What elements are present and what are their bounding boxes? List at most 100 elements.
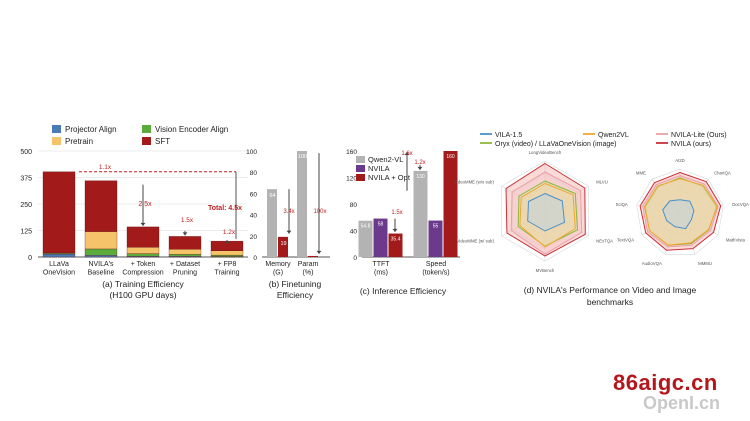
bar-a-2-1 bbox=[126, 253, 160, 257]
ytick-b-60: 60 bbox=[250, 191, 258, 198]
bar-a-1-3 bbox=[84, 180, 118, 232]
annot-a-total: Total: 4.5x bbox=[208, 205, 242, 212]
bar-a-3-2 bbox=[168, 249, 202, 255]
arrow-b-0-head bbox=[286, 230, 292, 234]
annot-a-1: 2.5x bbox=[138, 201, 152, 208]
radar-video-spoke-1 bbox=[544, 185, 589, 212]
ytick-a-250: 250 bbox=[20, 202, 32, 209]
radar-video-spoke-5 bbox=[501, 185, 546, 212]
arrow-c-0-head bbox=[404, 152, 410, 155]
bar-a-2-2 bbox=[126, 247, 160, 254]
radar-video-axis-label-3: MVBench bbox=[536, 268, 555, 273]
annot-c-0: 1.6x bbox=[401, 151, 412, 157]
legend-label-c-1: NVILA bbox=[368, 164, 390, 173]
title-d: (d) NVILA's Performance on Video and Ima… bbox=[524, 285, 697, 295]
ytick-a-0: 0 bbox=[28, 255, 32, 262]
annot-c-2: 1.2x bbox=[414, 160, 425, 166]
bar-a-3-3 bbox=[168, 236, 202, 250]
annot-a-3: 1.2x bbox=[223, 229, 236, 236]
ytick-a-500: 500 bbox=[20, 149, 32, 156]
radar-video-axis-label-0: LongVideoBench bbox=[529, 150, 562, 155]
subtitle-b: Efficiency bbox=[277, 290, 314, 300]
xlabel-b-0-0: Memory bbox=[265, 261, 291, 268]
title-a: (a) Training Efficiency bbox=[102, 279, 184, 289]
subtitle-a: (H100 GPU days) bbox=[109, 290, 176, 300]
radar-image-series-0 bbox=[662, 199, 695, 230]
arrow-b-1-head bbox=[316, 250, 322, 254]
legend-label-d-3: Oryx (video) / LLaVaOneVision (image) bbox=[495, 141, 617, 148]
radar-image-spoke-3 bbox=[679, 212, 719, 236]
xlabel-a-0-1: OneVision bbox=[43, 270, 75, 277]
annot-a-2: 1.5x bbox=[181, 217, 194, 224]
legend-label-d-0: VILA-1.5 bbox=[495, 132, 522, 139]
value-b-2: 100 bbox=[298, 154, 307, 160]
legend-swatch-a-2 bbox=[52, 137, 61, 145]
bar-a-0-3 bbox=[42, 171, 76, 253]
radar-video-axis-label-4: VideoMME (w/ sub) bbox=[456, 239, 494, 244]
radar-image-axis-label-2: DocVQA bbox=[732, 202, 749, 207]
radar-image-series-2 bbox=[642, 175, 719, 248]
radar-image-axis-label-1: ChartQA bbox=[714, 170, 731, 175]
watermark-86aigc: 86aigc.cn bbox=[613, 370, 718, 395]
radar-image-spoke-7 bbox=[636, 205, 681, 214]
radar-video-series-4 bbox=[505, 162, 586, 257]
ytick-b-0: 0 bbox=[253, 255, 257, 262]
watermark-openi: OpenI.cn bbox=[643, 393, 721, 413]
ytick-b-20: 20 bbox=[250, 234, 258, 241]
value-c-2: 35.4 bbox=[391, 237, 401, 243]
legend-label-d-2: NVILA-Lite (Ours) bbox=[671, 132, 727, 139]
xlabel-a-1-0: NVILA's bbox=[88, 261, 114, 268]
ytick-c-40: 40 bbox=[350, 229, 358, 236]
legend-label-c-0: Qwen2-VL bbox=[368, 155, 403, 164]
xlabel-a-2-1: Compression bbox=[122, 270, 163, 277]
bar-b-0-0 bbox=[267, 189, 277, 257]
value-c-4: 55 bbox=[433, 224, 439, 230]
bar-c-1-2 bbox=[443, 151, 458, 257]
radar-image-axis-label-8: MME bbox=[636, 170, 646, 175]
ytick-b-80: 80 bbox=[250, 170, 258, 177]
radar-image-axis-label-0: AI2D bbox=[675, 158, 685, 163]
annot-a-0: 1.1x bbox=[99, 164, 112, 171]
bar-c-0-0 bbox=[358, 220, 373, 257]
legend-swatch-a-1 bbox=[142, 125, 151, 133]
xlabel-c-1-1: (token/s) bbox=[422, 270, 449, 277]
arrow-c-1-head bbox=[392, 228, 398, 232]
radar-image-axis-label-6: TextVQA bbox=[617, 238, 634, 243]
radar-image-axis-label-3: MathVista bbox=[726, 238, 746, 243]
bar-c-1-0 bbox=[413, 170, 428, 257]
bar-a-0-0 bbox=[42, 253, 76, 258]
radar-image-spoke-6 bbox=[641, 212, 681, 236]
radar-image-series-1 bbox=[643, 178, 718, 246]
xlabel-a-0-0: LLaVa bbox=[49, 261, 69, 268]
value-c-3: 130 bbox=[416, 174, 425, 180]
xlabel-a-2-0: + Token bbox=[131, 261, 156, 268]
radar-video-series-3 bbox=[517, 180, 579, 247]
ytick-c-0: 0 bbox=[353, 255, 357, 262]
bar-c-0-1 bbox=[373, 218, 388, 257]
title-c: (c) Inference Efficiency bbox=[360, 286, 447, 296]
ytick-c-80: 80 bbox=[350, 202, 358, 209]
bar-a-1-2 bbox=[84, 231, 118, 250]
arrow-c-2-head bbox=[417, 166, 423, 170]
value-b-1: 19 bbox=[280, 241, 286, 247]
xlabel-c-0-0: TTFT bbox=[372, 261, 390, 268]
bar-a-4-1 bbox=[210, 254, 244, 257]
radar-video-spoke-2 bbox=[544, 210, 589, 237]
title-b: (b) Finetuning bbox=[269, 279, 322, 289]
xlabel-a-3-1: Pruning bbox=[173, 270, 197, 277]
annot-b-1: 100x bbox=[313, 209, 326, 215]
ytick-b-100: 100 bbox=[246, 149, 257, 156]
radar-image-series-4 bbox=[639, 171, 722, 251]
radar-image-grid-1 bbox=[657, 190, 703, 234]
legend-label-c-2: NVILA + Opt bbox=[368, 173, 411, 182]
legend-label-a-2: Pretrain bbox=[65, 137, 93, 146]
radar-video-axis-label-5: VideoMME (w/o sub) bbox=[454, 180, 494, 185]
radar-video-axis-label-1: MLVU bbox=[596, 180, 608, 185]
legend-label-a-3: SFT bbox=[155, 137, 170, 146]
xlabel-c-0-1: (ms) bbox=[374, 270, 388, 277]
radar-image-grid-0 bbox=[668, 201, 692, 224]
value-b-0: 64 bbox=[269, 193, 275, 199]
ytick-a-125: 125 bbox=[20, 229, 32, 236]
legend-label-a-1: Vision Encoder Align bbox=[155, 125, 228, 134]
